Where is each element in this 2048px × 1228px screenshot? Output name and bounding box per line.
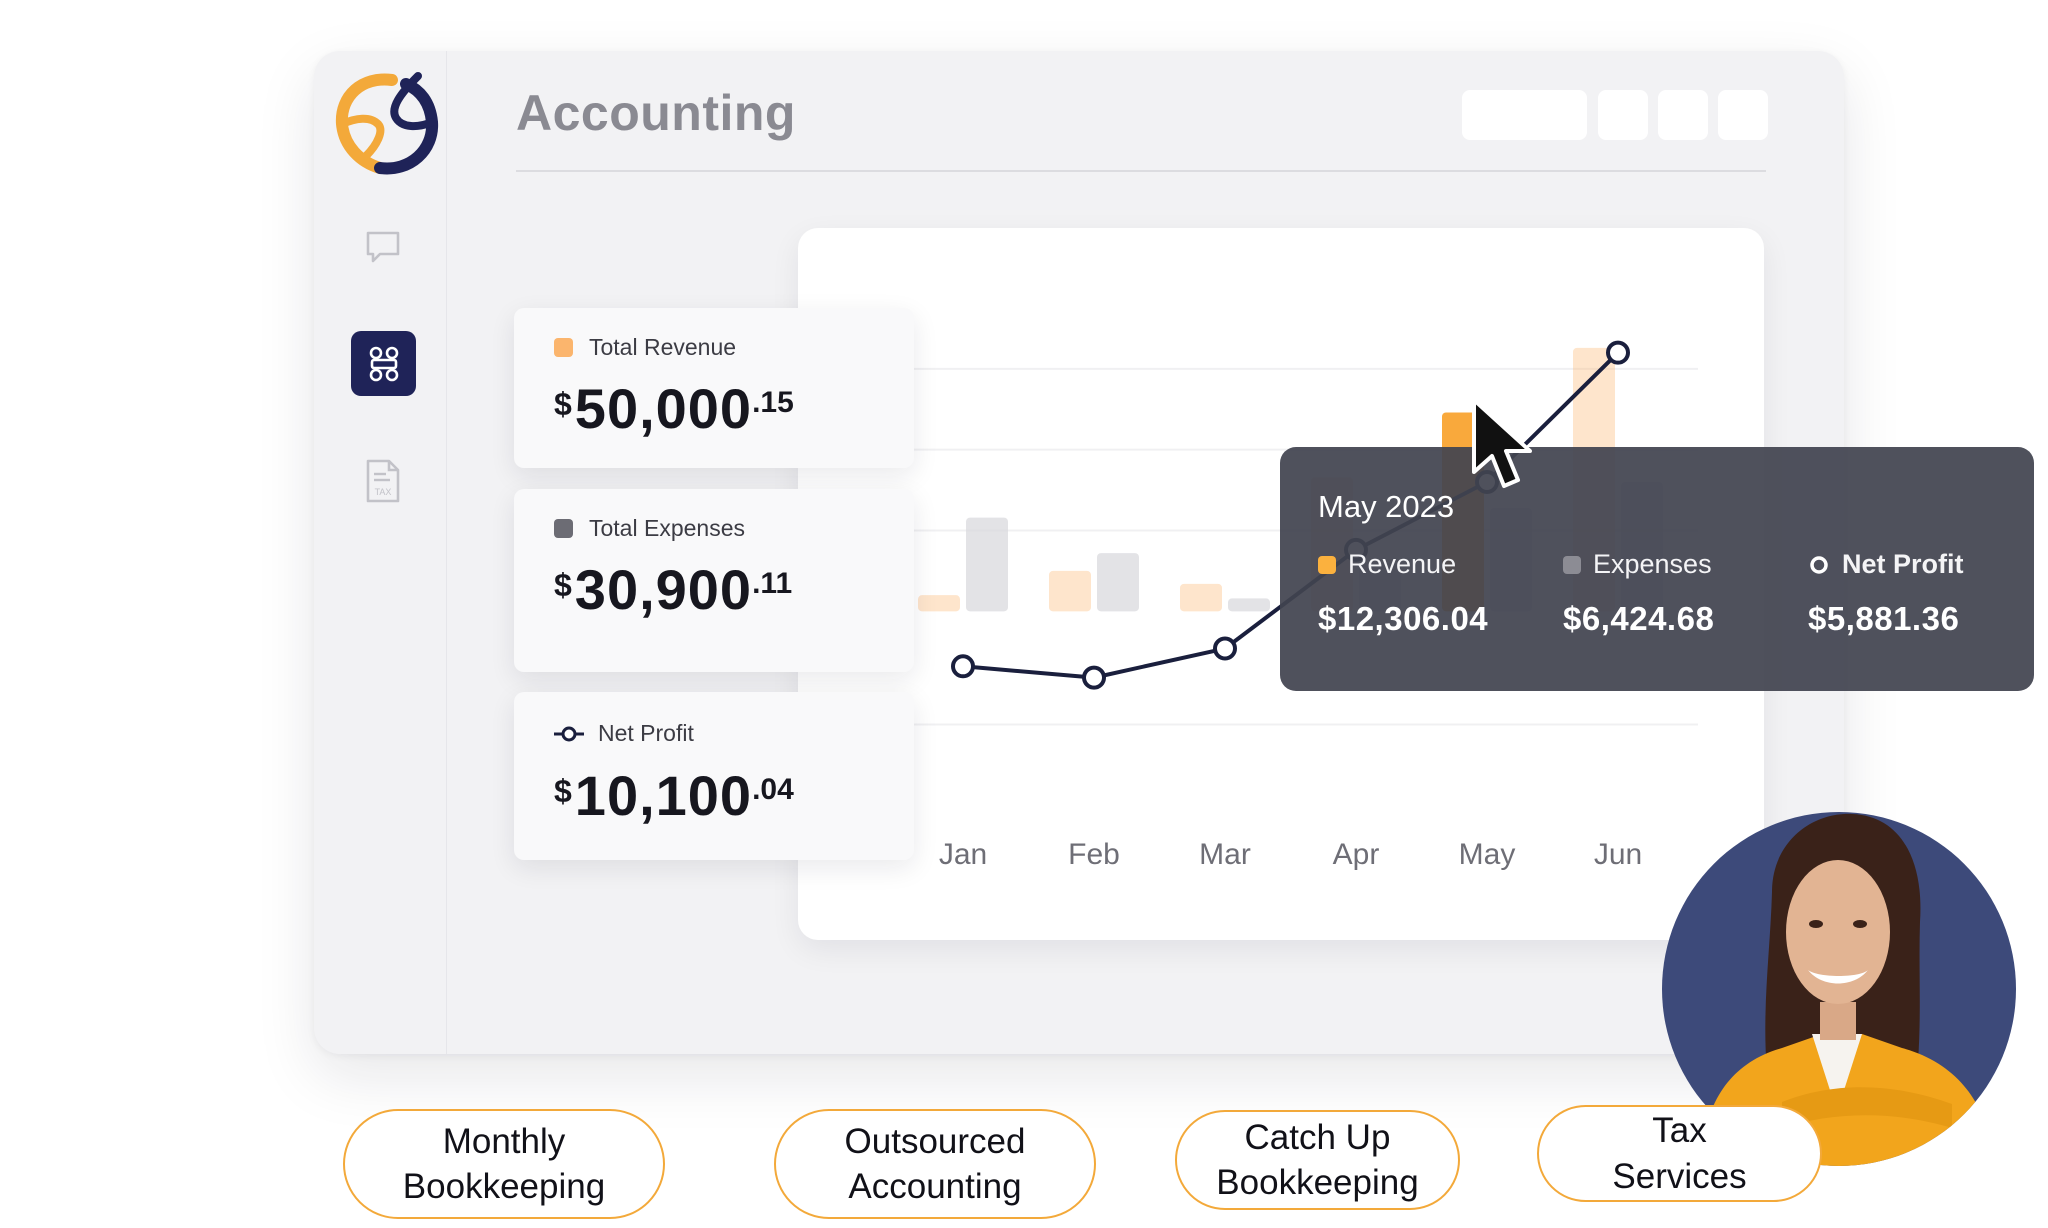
expenses-bar bbox=[966, 517, 1008, 612]
pill-line-2: Services bbox=[1612, 1156, 1747, 1196]
tooltip-profit-value: $5,881.36 bbox=[1808, 600, 1960, 637]
net-profit-header: Net Profit bbox=[554, 720, 694, 747]
tooltip-title: May 2023 bbox=[1318, 489, 1455, 524]
value-cents: .04 bbox=[752, 773, 794, 806]
pill-line-2: Accounting bbox=[848, 1167, 1022, 1206]
tax-icon-text: TAX bbox=[375, 487, 392, 497]
expenses-bar bbox=[1228, 598, 1270, 612]
value-main: 50,000 bbox=[574, 377, 753, 440]
currency-symbol: $ bbox=[554, 386, 572, 422]
mouse-pointer-icon bbox=[1470, 398, 1540, 499]
total-expenses-header: Total Expenses bbox=[554, 515, 745, 542]
value-main: 30,900 bbox=[574, 558, 753, 621]
pill-line-2: Bookkeeping bbox=[402, 1167, 606, 1206]
service-tax-services[interactable]: Tax Services bbox=[1537, 1105, 1822, 1202]
sidebar-divider bbox=[446, 51, 447, 1054]
net-profit-line-icon bbox=[554, 726, 584, 741]
tooltip-expenses-label: Expenses bbox=[1593, 549, 1712, 579]
revenue-swatch bbox=[1318, 555, 1336, 574]
revenue-bar bbox=[1049, 570, 1091, 612]
expenses-bar bbox=[1097, 553, 1139, 612]
total-revenue-value: $ 50,000 .15 bbox=[554, 377, 794, 440]
month-label: Feb bbox=[1068, 838, 1120, 871]
total-revenue-header: Total Revenue bbox=[554, 334, 736, 361]
service-monthly-bookkeeping[interactable]: Monthly Bookkeeping bbox=[343, 1109, 665, 1219]
revenue-bar bbox=[1180, 583, 1222, 612]
tooltip-revenue-value: $12,306.04 bbox=[1318, 600, 1489, 637]
month-label: May bbox=[1459, 838, 1516, 871]
month-label: Jun bbox=[1594, 838, 1642, 871]
net-profit-point bbox=[1213, 636, 1237, 661]
tooltip-revenue: Revenue $12,306.04 bbox=[1318, 549, 1488, 638]
net-profit-point bbox=[1082, 665, 1106, 690]
tax-document-icon[interactable]: TAX bbox=[362, 456, 404, 506]
service-outsourced-accounting[interactable]: Outsourced Accounting bbox=[774, 1109, 1096, 1219]
total-expenses-label: Total Expenses bbox=[589, 515, 745, 541]
currency-symbol: $ bbox=[554, 567, 572, 603]
tooltip-expenses-value: $6,424.68 bbox=[1563, 600, 1715, 637]
value-main: 10,100 bbox=[574, 764, 753, 827]
pill-line-1: Catch Up bbox=[1244, 1117, 1391, 1157]
header-action-button[interactable] bbox=[1462, 90, 1587, 140]
pill-line-1: Outsourced bbox=[844, 1121, 1026, 1161]
brand-logo bbox=[330, 66, 445, 181]
expenses-swatch bbox=[554, 519, 573, 538]
net-profit-label: Net Profit bbox=[598, 720, 694, 746]
revenue-swatch bbox=[554, 338, 573, 357]
pill-line-2: Bookkeeping bbox=[1216, 1163, 1419, 1202]
value-cents: .11 bbox=[752, 567, 793, 600]
total-expenses-value: $ 30,900 .11 bbox=[554, 558, 793, 621]
expenses-swatch bbox=[1563, 555, 1581, 574]
net-profit-marker-icon bbox=[1810, 555, 1828, 574]
advisor-avatar bbox=[1662, 812, 2016, 1166]
tooltip-profit-label: Net Profit bbox=[1842, 549, 1964, 579]
header-icon-button-3[interactable] bbox=[1718, 90, 1768, 140]
service-catch-up-bookkeeping[interactable]: Catch Up Bookkeeping bbox=[1175, 1110, 1460, 1210]
revenue-bar bbox=[918, 595, 960, 612]
month-label: Apr bbox=[1333, 838, 1380, 871]
net-profit-card: Net Profit $ 10,100 .04 bbox=[514, 692, 914, 860]
net-profit-point bbox=[1606, 340, 1630, 365]
page-title: Accounting bbox=[516, 85, 796, 141]
month-label: Jan bbox=[939, 838, 987, 871]
pill-line-1: Monthly bbox=[442, 1121, 566, 1161]
tooltip-expenses: Expenses $6,424.68 bbox=[1563, 549, 1714, 638]
total-revenue-label: Total Revenue bbox=[589, 334, 737, 360]
header-divider bbox=[516, 170, 1766, 172]
chat-icon[interactable] bbox=[362, 226, 404, 268]
apps-icon[interactable] bbox=[351, 331, 416, 396]
chart-tooltip: May 2023 Revenue $12,306.04 Expenses $6,… bbox=[1280, 447, 2034, 691]
value-cents: .15 bbox=[752, 386, 794, 419]
tooltip-net-profit: Net Profit $5,881.36 bbox=[1808, 549, 1964, 638]
net-profit-point bbox=[951, 654, 975, 679]
net-profit-value: $ 10,100 .04 bbox=[554, 764, 794, 827]
pill-line-1: Tax bbox=[1652, 1111, 1707, 1150]
header-icon-button-1[interactable] bbox=[1598, 90, 1648, 140]
tooltip-revenue-label: Revenue bbox=[1348, 549, 1457, 579]
total-revenue-card: Total Revenue $ 50,000 .15 bbox=[514, 308, 914, 468]
advisor-portrait bbox=[1702, 813, 1992, 1166]
currency-symbol: $ bbox=[554, 773, 572, 809]
month-label: Mar bbox=[1199, 838, 1251, 871]
header-icon-button-2[interactable] bbox=[1658, 90, 1708, 140]
total-expenses-card: Total Expenses $ 30,900 .11 bbox=[514, 489, 914, 672]
